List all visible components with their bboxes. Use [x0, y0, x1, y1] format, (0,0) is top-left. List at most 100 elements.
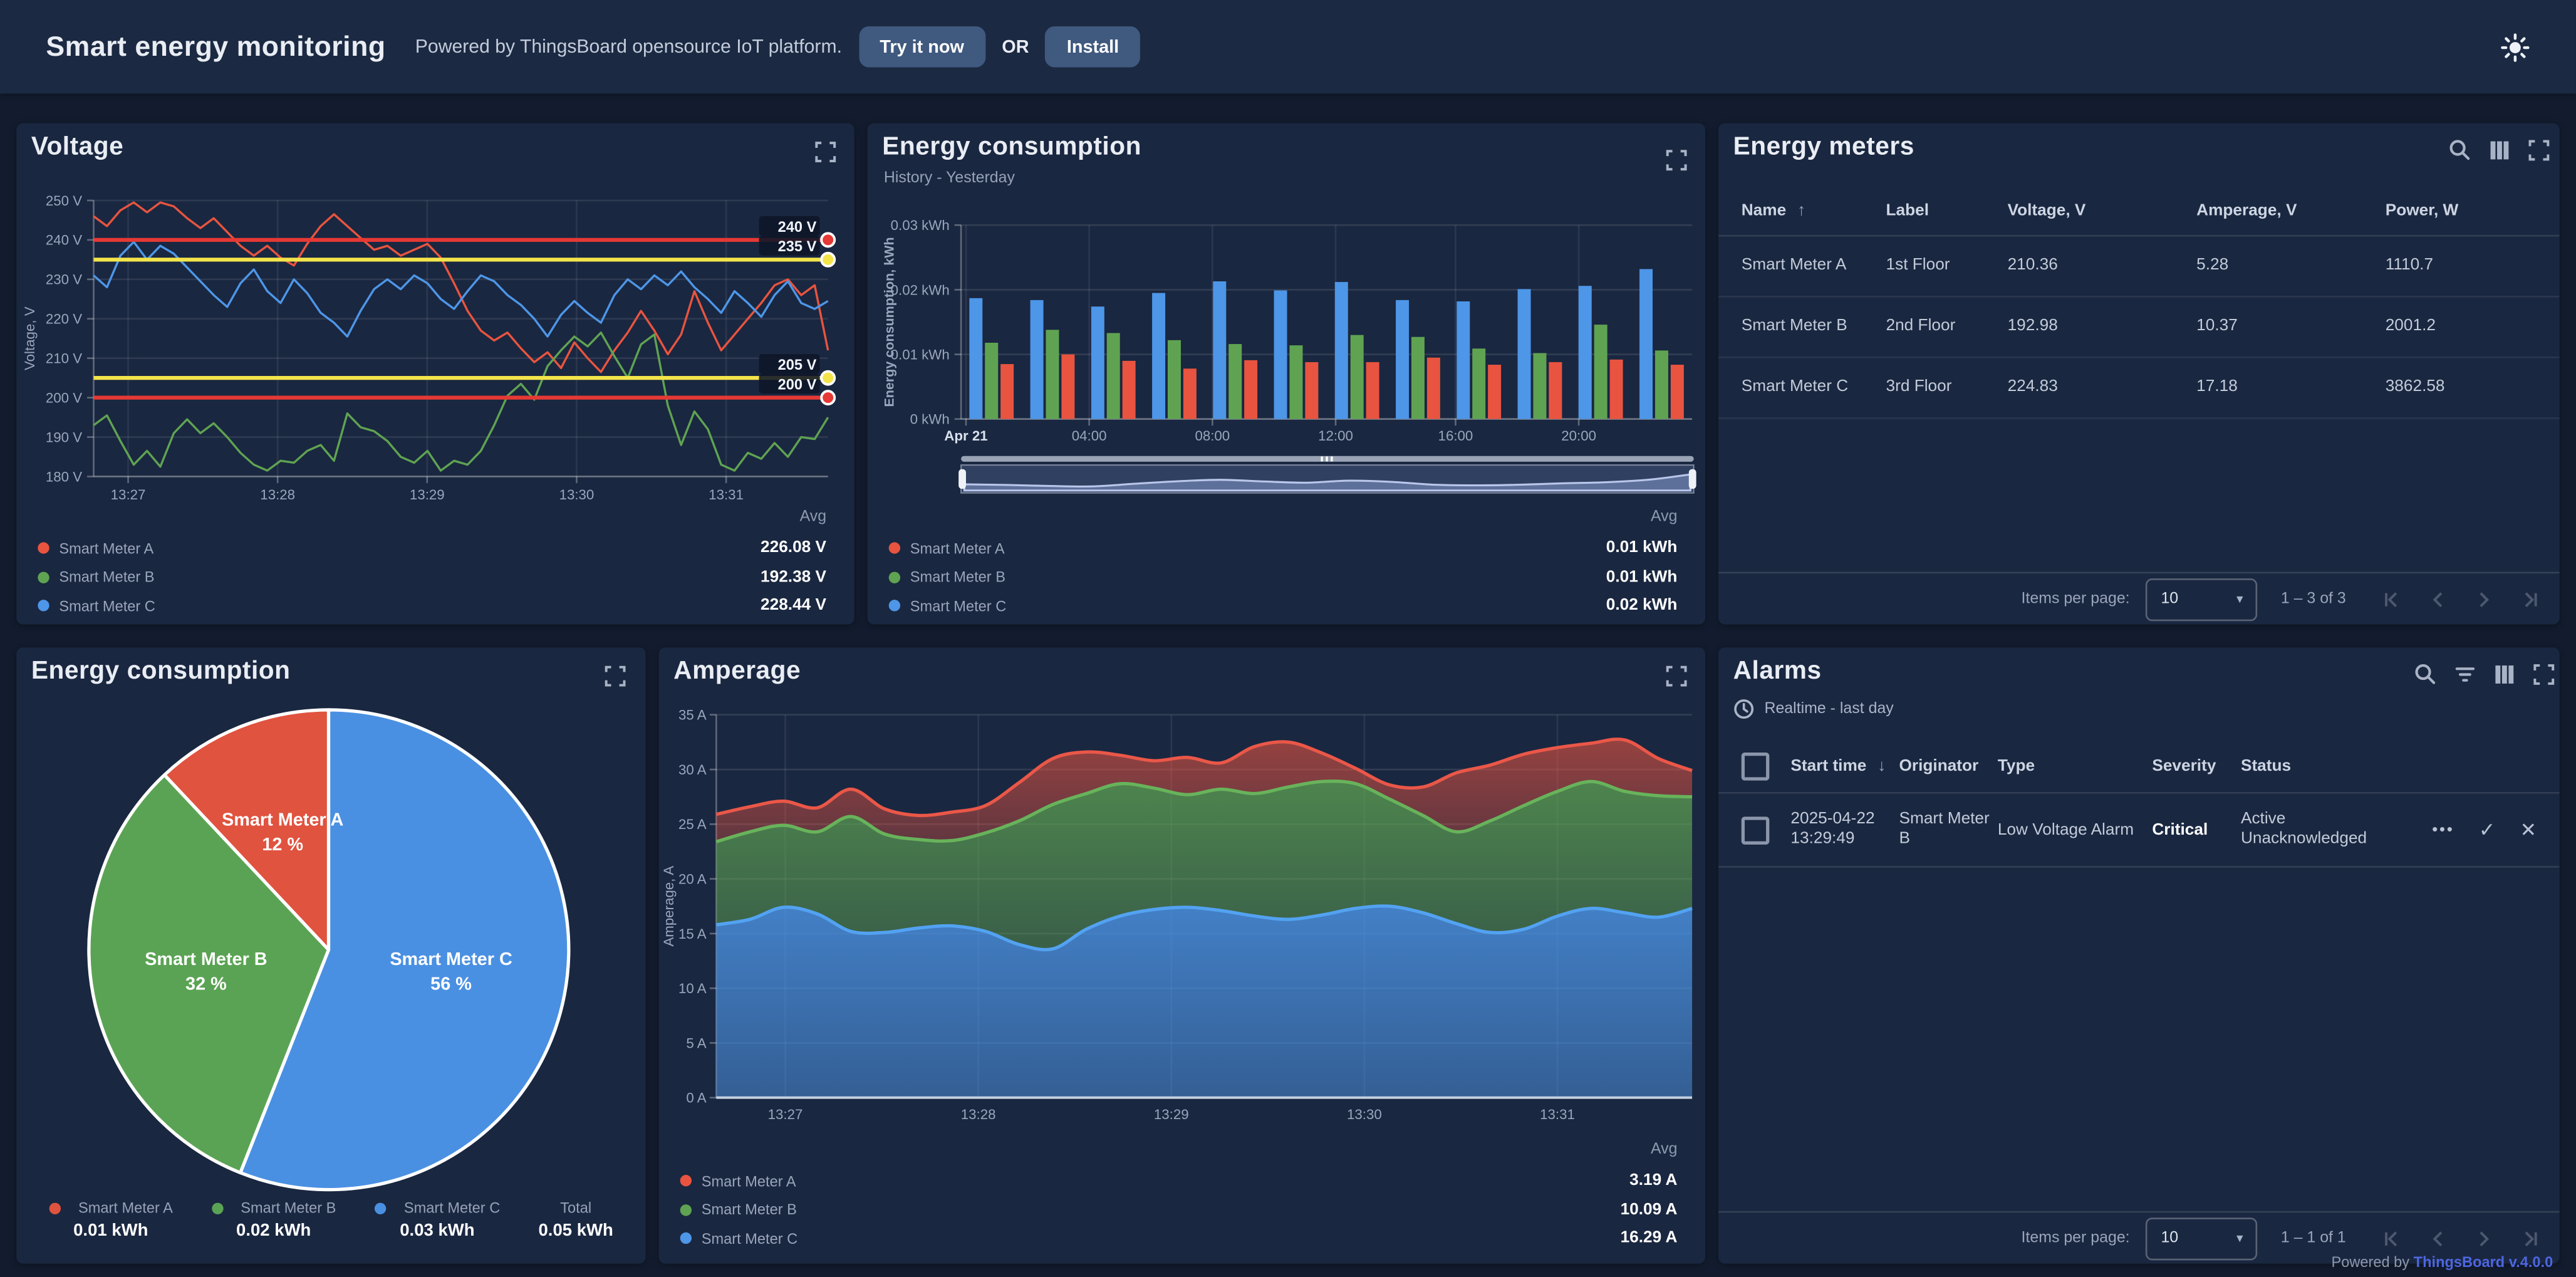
or-label: OR [1002, 37, 1029, 56]
theme-toggle-button[interactable] [2494, 26, 2537, 69]
pagination-nav [2382, 1228, 2540, 1248]
last-page-icon[interactable] [2520, 589, 2540, 608]
svg-text:Amperage, A: Amperage, A [661, 866, 677, 947]
legend-item[interactable]: Smart Meter C 0.02 kWh [889, 592, 1678, 620]
columns-icon [2488, 139, 2510, 160]
fullscreen-button[interactable] [601, 662, 628, 689]
fullscreen-button[interactable] [2530, 660, 2556, 687]
energy-consumption-pie-chart[interactable]: Smart Meter C56 %Smart Meter B32 %Smart … [16, 647, 645, 1263]
alarm-menu-icon[interactable]: ••• [2432, 821, 2454, 839]
legend-label: Smart Meter C [59, 598, 761, 614]
acknowledge-icon[interactable]: ✓ [2479, 818, 2495, 842]
column-header-label[interactable]: Label [1886, 201, 2008, 219]
cell-amperage: 5.28 [2196, 256, 2386, 274]
cell-status: Active Unacknowledged [2241, 810, 2372, 851]
fullscreen-button[interactable] [1663, 662, 1689, 689]
columns-button[interactable] [2491, 660, 2517, 687]
svg-text:200 V: 200 V [46, 390, 82, 405]
columns-button[interactable] [2486, 137, 2512, 163]
legend-item[interactable]: Smart Meter B 0.01 kWh [889, 563, 1678, 592]
svg-text:04:00: 04:00 [1072, 428, 1107, 444]
column-header-amperage[interactable]: Amperage, V [2196, 201, 2386, 219]
svg-text:0.02 kWh: 0.02 kWh [891, 282, 950, 298]
svg-text:Voltage, V: Voltage, V [22, 306, 38, 370]
column-header-voltage[interactable]: Voltage, V [2008, 201, 2197, 219]
search-button[interactable] [2412, 660, 2438, 687]
time-range-scrollbar[interactable] [958, 454, 1697, 496]
legend-value: 16.29 A [1621, 1229, 1678, 1248]
legend-value: 3.19 A [1629, 1172, 1677, 1190]
svg-text:13:27: 13:27 [111, 487, 146, 503]
svg-text:240 V: 240 V [778, 219, 817, 236]
page-size-select[interactable]: 10 ▾ [2146, 578, 2258, 620]
cell-amperage: 10.37 [2196, 317, 2386, 335]
first-page-icon[interactable] [2382, 1228, 2401, 1248]
next-page-icon[interactable] [2474, 1228, 2493, 1248]
column-header-status[interactable]: Status [2241, 757, 2372, 775]
chevron-down-icon: ▾ [2236, 1231, 2243, 1246]
page-size-select[interactable]: 10 ▾ [2146, 1217, 2258, 1259]
clear-alarm-icon[interactable]: ✕ [2520, 818, 2537, 842]
legend-item[interactable]: Smart Meter A 0.01 kWh [49, 1199, 173, 1241]
legend-label: Smart Meter B [702, 1202, 1621, 1218]
page-size-value: 10 [2161, 590, 2178, 608]
row-checkbox[interactable] [1742, 816, 1770, 844]
search-button[interactable] [2446, 137, 2473, 163]
series-dot [49, 1202, 60, 1213]
voltage-widget: 180 V190 V200 V210 V220 V230 V240 V250 V… [16, 123, 854, 625]
svg-text:190 V: 190 V [46, 429, 82, 445]
legend-label: Smart Meter A [910, 540, 1606, 556]
powered-by-label: Powered by [2331, 1254, 2413, 1270]
fullscreen-button[interactable] [2525, 137, 2552, 163]
legend-item[interactable]: Smart Meter A 226.08 V [38, 534, 826, 563]
legend-item[interactable]: Smart Meter B 192.38 V [38, 563, 826, 592]
legend-item[interactable]: Smart Meter C 0.03 kWh [375, 1199, 501, 1241]
svg-text:0.03 kWh: 0.03 kWh [891, 217, 950, 233]
fullscreen-button[interactable] [811, 138, 838, 164]
prev-page-icon[interactable] [2428, 589, 2448, 608]
legend-label: Smart Meter B [241, 1199, 336, 1216]
column-header-start-time[interactable]: Start time ↓ [1790, 757, 1899, 775]
fullscreen-button[interactable] [1663, 146, 1689, 172]
legend-item[interactable]: Smart Meter C 228.44 V [38, 592, 826, 620]
select-all-checkbox[interactable] [1742, 752, 1770, 780]
column-header-name[interactable]: Name ↑ [1742, 201, 1886, 219]
fullscreen-icon [2528, 139, 2549, 160]
alarm-row[interactable]: 2025-04-22 13:29:49 Smart Meter B Low Vo… [1718, 792, 2560, 868]
legend-value: 226.08 V [761, 539, 826, 558]
try-it-now-button[interactable]: Try it now [858, 26, 985, 68]
filter-button[interactable] [2451, 660, 2478, 687]
legend-item[interactable]: Smart Meter A 3.19 A [680, 1167, 1678, 1196]
svg-text:08:00: 08:00 [1195, 428, 1230, 444]
svg-text:Smart Meter C: Smart Meter C [390, 949, 512, 969]
table-row[interactable]: Smart Meter B 2nd Floor 192.98 10.37 200… [1718, 296, 2560, 358]
table-row[interactable]: Smart Meter C 3rd Floor 224.83 17.18 386… [1718, 357, 2560, 419]
legend-label: Smart Meter B [59, 569, 761, 585]
column-header-originator[interactable]: Originator [1899, 757, 1997, 775]
legend-item[interactable]: Smart Meter B 0.02 kWh [211, 1199, 336, 1241]
column-header-type[interactable]: Type [1998, 757, 2153, 775]
timewindow-button[interactable]: Realtime - last day [1733, 699, 1894, 720]
svg-text:56 %: 56 % [430, 974, 472, 994]
legend-item[interactable]: Smart Meter B 10.09 A [680, 1196, 1678, 1224]
legend-label: Smart Meter C [910, 598, 1606, 614]
clock-icon [1733, 699, 1755, 720]
widget-title-voltage: Voltage [31, 133, 123, 162]
legend-item[interactable]: Smart Meter C 16.29 A [680, 1224, 1678, 1253]
cell-label: 3rd Floor [1886, 378, 2008, 396]
last-page-icon[interactable] [2520, 1228, 2540, 1248]
energy-meters-widget: Energy meters Name ↑ Label Voltage, V [1718, 123, 2560, 625]
thingsboard-version-link[interactable]: ThingsBoard v.4.0.0 [2414, 1254, 2553, 1270]
legend-item-total: Total 0.05 kWh [538, 1199, 613, 1241]
next-page-icon[interactable] [2474, 589, 2493, 608]
table-row[interactable]: Smart Meter A 1st Floor 210.36 5.28 1110… [1718, 235, 2560, 298]
legend-label: Smart Meter B [910, 569, 1606, 585]
install-button[interactable]: Install [1046, 26, 1141, 68]
column-header-power[interactable]: Power, W [2386, 201, 2560, 219]
chevron-down-icon: ▾ [2236, 592, 2243, 607]
legend-item[interactable]: Smart Meter A 0.01 kWh [889, 534, 1678, 563]
prev-page-icon[interactable] [2428, 1228, 2448, 1248]
column-header-severity[interactable]: Severity [2152, 757, 2241, 775]
first-page-icon[interactable] [2382, 589, 2401, 608]
series-dot [375, 1202, 386, 1213]
